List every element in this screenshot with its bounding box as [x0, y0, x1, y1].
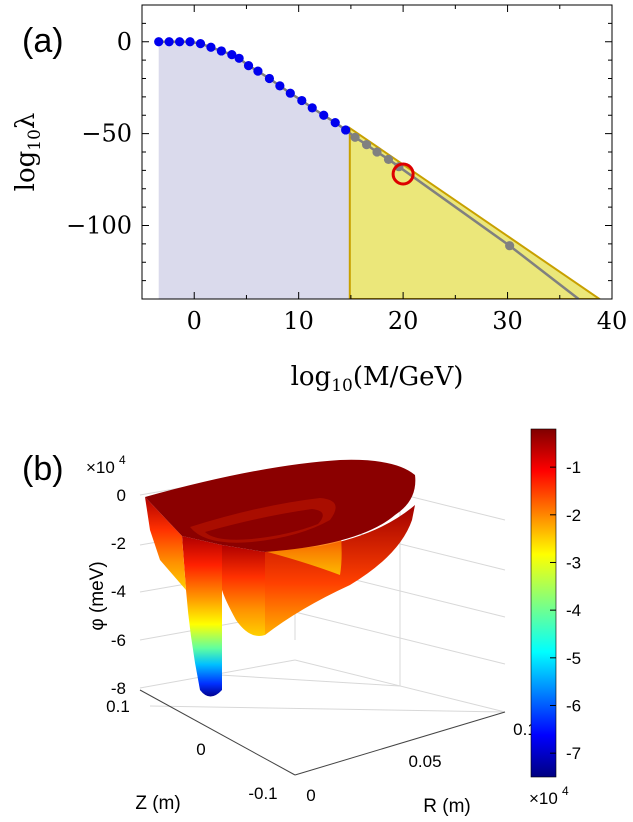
colorbar-tick-label: -4 — [566, 601, 581, 620]
colorbar-tick-label: -3 — [566, 553, 581, 572]
series-1-point — [175, 37, 185, 47]
x-tick-label: 10 — [283, 307, 314, 335]
r-axis-label: R (m) — [423, 796, 470, 817]
x-tick-label: 20 — [388, 307, 419, 335]
mid-wall — [222, 545, 265, 636]
y-tick-label: −100 — [66, 212, 132, 240]
series-1-point — [185, 37, 195, 47]
series-2-point — [350, 132, 360, 142]
series-1-point — [297, 95, 307, 106]
front-axes — [139, 689, 506, 776]
depth-tick-label: 0.1 — [106, 697, 130, 716]
colorbar-tick-label: -7 — [566, 744, 581, 763]
y-tick-label: −50 — [81, 120, 132, 148]
series-1-point — [243, 61, 254, 71]
panel-b-label: (b) — [22, 450, 64, 488]
y-axis-label: log10λ — [11, 113, 45, 192]
series-1-point — [264, 73, 275, 84]
z-exponent-power: 4 — [119, 453, 126, 467]
colorbar-tick-label: -6 — [566, 696, 581, 715]
colorbar-tick-label: -1 — [566, 458, 581, 477]
series-1-point — [275, 81, 285, 91]
colorbar-exponent: ×10 — [529, 789, 558, 808]
series-2-point — [361, 140, 372, 150]
depth-tick-label: -0.1 — [248, 784, 277, 803]
depth-tick-label: 0 — [196, 740, 205, 759]
potential-surface — [145, 459, 416, 697]
series-1-point — [154, 37, 164, 47]
series-1-point — [206, 42, 216, 52]
series-1-point — [216, 46, 226, 56]
x-tick-label: 0 — [187, 307, 202, 335]
r-tick-label: 0.05 — [408, 752, 441, 771]
series-2-point — [383, 154, 394, 164]
z-tick-label: -4 — [111, 582, 126, 601]
r-tick-label: 0 — [306, 786, 315, 805]
series-1-point — [319, 110, 329, 120]
series-1-point — [195, 38, 206, 49]
colorbar-exponent-power: 4 — [562, 784, 569, 798]
z-axis-label: φ (meV) — [87, 561, 108, 630]
z-tick-label: -6 — [111, 631, 126, 650]
series-1-point — [330, 118, 340, 128]
y-tick-label: 0 — [117, 28, 132, 56]
panel-a-label: (a) — [22, 22, 64, 60]
depth-axis-label: Z (m) — [135, 793, 180, 814]
series-1-point — [234, 53, 244, 63]
deep-trough-wall — [182, 536, 222, 697]
series-2-point — [372, 147, 382, 157]
x-axis-label: log10(M/GeV) — [291, 362, 464, 396]
colorbar — [530, 428, 557, 778]
colorbar-tick-label: -2 — [566, 506, 581, 525]
colorbar-tick-label: -5 — [566, 649, 581, 668]
series-1-point — [227, 50, 237, 60]
z-tick-label: 0 — [117, 486, 126, 505]
series-1-point — [164, 37, 174, 47]
series-1-point — [307, 103, 317, 113]
left-wall — [145, 497, 186, 590]
x-tick-label: 30 — [492, 307, 523, 335]
x-tick-label: 40 — [597, 307, 628, 335]
z-tick-label: -2 — [111, 534, 126, 553]
series-2-point — [505, 241, 515, 251]
series-1-point — [341, 125, 351, 135]
highlight-circle — [391, 162, 415, 186]
filled-region-1 — [158, 41, 350, 299]
series-1-point — [253, 66, 263, 76]
z-exponent: ×10 — [86, 458, 115, 477]
series-1-point — [285, 88, 295, 98]
chart-a: 0 10 20 30 40 0 −50 −100 log10(M/GeV) log10λ — [11, 4, 628, 396]
z-tick-label: -8 — [111, 679, 126, 698]
